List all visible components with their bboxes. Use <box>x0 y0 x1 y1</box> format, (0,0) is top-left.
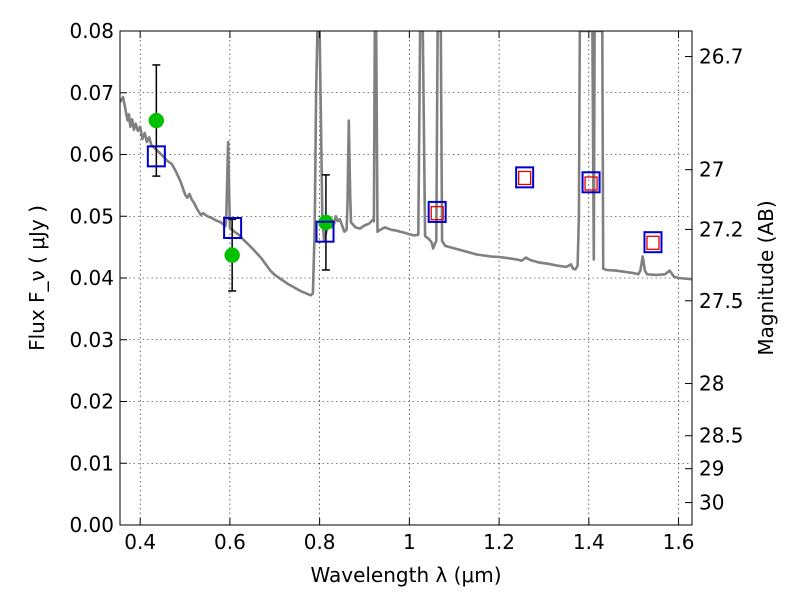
observed-flux-point <box>224 247 240 263</box>
axis-ticks: 0.4 0.6 0.8 1 1.2 1.4 1.6 0.00 0.01 0.02 0.03 0.04 0… <box>69 19 743 554</box>
y2-axis-label: Magnitude (AB) <box>754 200 778 355</box>
series-layer <box>120 31 692 297</box>
model-flux-marker <box>515 166 535 189</box>
upper-limit-marker <box>518 170 532 186</box>
marker-layer <box>146 64 663 292</box>
model-flux-marker <box>146 145 166 168</box>
model-spectrum-line <box>120 31 692 297</box>
upper-limit-marker <box>584 176 598 191</box>
y-tick-label: 0.01 <box>69 451 114 475</box>
y2-tick-label: 29 <box>699 457 724 481</box>
x-tick-label: 1.2 <box>483 530 515 554</box>
y2-tick-label: 27 <box>699 158 724 182</box>
y2-tick-label: 27.5 <box>699 289 744 313</box>
model-flux-marker <box>581 171 601 194</box>
upper-limit-marker <box>430 206 444 221</box>
y2-tick-label: 28 <box>699 372 724 396</box>
x-tick-label: 1.6 <box>663 530 695 554</box>
y-tick-label: 0.00 <box>69 513 114 537</box>
y-tick-label: 0.03 <box>69 328 114 352</box>
x-tick-label: 0.4 <box>124 530 156 554</box>
x-tick-label: 1.4 <box>573 530 605 554</box>
y2-tick-label: 30 <box>699 491 724 515</box>
y2-tick-label: 27.2 <box>699 217 744 241</box>
x-tick-label: 0.6 <box>214 530 246 554</box>
model-flux-marker <box>427 200 447 223</box>
upper-limit-marker <box>646 235 660 250</box>
x-tick-label: 0.8 <box>304 530 336 554</box>
observed-flux-point <box>148 112 165 129</box>
y-tick-label: 0.04 <box>69 266 114 290</box>
y-tick-label: 0.07 <box>69 81 114 105</box>
x-axis-label: Wavelength λ (μm) <box>310 563 501 587</box>
y-tick-label: 0.02 <box>69 390 114 414</box>
y-tick-label: 0.05 <box>69 204 114 228</box>
y2-tick-label: 28.5 <box>699 424 744 448</box>
x-tick-label: 1 <box>403 530 416 554</box>
model-flux-marker <box>223 216 243 239</box>
y-tick-label: 0.08 <box>69 19 114 43</box>
model-flux-marker <box>643 231 663 254</box>
y-tick-label: 0.06 <box>69 143 114 167</box>
model-flux-marker <box>315 220 335 243</box>
y-axis-label: Flux F_ν ( μJy ) <box>25 205 49 351</box>
y2-tick-label: 26.7 <box>699 45 744 69</box>
